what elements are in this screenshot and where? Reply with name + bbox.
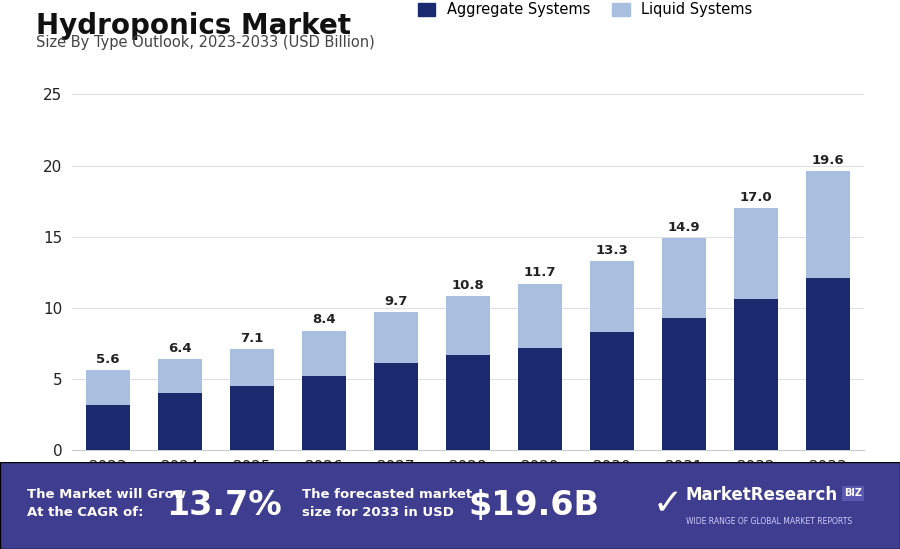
Bar: [302, 376, 346, 450]
Bar: [806, 171, 850, 278]
Bar: [374, 363, 418, 450]
Bar: [158, 393, 202, 450]
Text: 5.6: 5.6: [96, 353, 120, 366]
Legend: Aggregate Systems, Liquid Systems: Aggregate Systems, Liquid Systems: [412, 0, 759, 23]
Text: $19.6B: $19.6B: [468, 489, 599, 522]
Text: 14.9: 14.9: [668, 221, 700, 234]
Bar: [230, 386, 274, 450]
Bar: [590, 332, 634, 450]
Bar: [662, 318, 706, 450]
Bar: [590, 261, 634, 332]
Bar: [806, 278, 850, 450]
Text: 6.4: 6.4: [168, 342, 192, 355]
Bar: [446, 355, 490, 450]
Bar: [734, 208, 778, 299]
Text: 13.7%: 13.7%: [166, 489, 282, 522]
Text: 9.7: 9.7: [384, 295, 408, 308]
Bar: [518, 348, 562, 450]
Text: ✓: ✓: [652, 487, 683, 521]
Bar: [446, 296, 490, 355]
Text: 8.4: 8.4: [312, 313, 336, 326]
Bar: [302, 330, 346, 376]
Bar: [230, 349, 274, 386]
Text: The forecasted market
size for 2033 in USD: The forecasted market size for 2033 in U…: [302, 489, 472, 519]
Text: 7.1: 7.1: [240, 332, 264, 345]
Bar: [518, 284, 562, 348]
Text: 13.3: 13.3: [596, 244, 628, 256]
Bar: [86, 405, 130, 450]
Text: Size By Type Outlook, 2023-2033 (USD Billion): Size By Type Outlook, 2023-2033 (USD Bil…: [36, 35, 374, 49]
Text: 19.6: 19.6: [812, 154, 844, 167]
Text: BIZ: BIZ: [844, 489, 862, 498]
Bar: [662, 238, 706, 318]
Text: WIDE RANGE OF GLOBAL MARKET REPORTS: WIDE RANGE OF GLOBAL MARKET REPORTS: [686, 517, 852, 526]
Bar: [86, 371, 130, 405]
Bar: [158, 359, 202, 393]
Text: The Market will Grow
At the CAGR of:: The Market will Grow At the CAGR of:: [27, 489, 186, 519]
Text: 17.0: 17.0: [740, 191, 772, 204]
Text: 11.7: 11.7: [524, 266, 556, 279]
Text: Hydroponics Market: Hydroponics Market: [36, 12, 351, 40]
Text: MarketResearch: MarketResearch: [686, 486, 838, 504]
Text: 10.8: 10.8: [452, 279, 484, 292]
FancyBboxPatch shape: [0, 462, 900, 549]
Bar: [734, 299, 778, 450]
Bar: [374, 312, 418, 363]
